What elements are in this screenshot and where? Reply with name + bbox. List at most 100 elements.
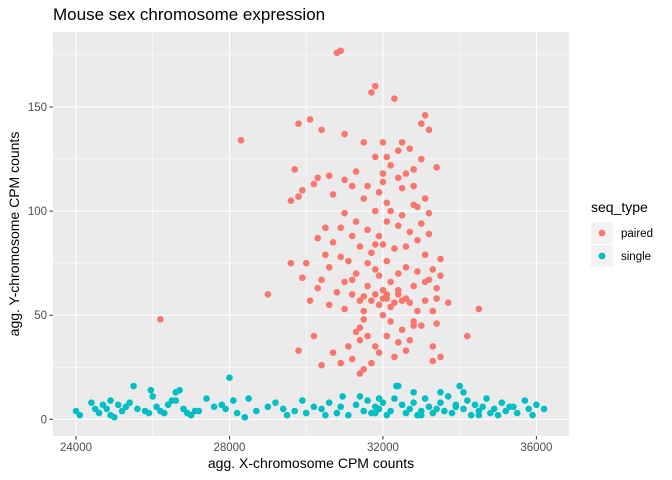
data-point-single bbox=[452, 401, 460, 409]
data-point-single bbox=[410, 399, 417, 406]
data-point-single bbox=[464, 397, 471, 404]
data-point-paired bbox=[302, 259, 310, 267]
data-point-single bbox=[325, 399, 333, 406]
data-point-paired bbox=[410, 201, 417, 209]
data-point-paired bbox=[364, 182, 371, 190]
data-point-paired bbox=[368, 297, 375, 304]
data-point-paired bbox=[387, 303, 394, 311]
data-point-paired bbox=[398, 184, 406, 192]
data-point-paired bbox=[406, 145, 414, 152]
data-point-single bbox=[103, 405, 111, 413]
data-point-paired bbox=[421, 297, 429, 304]
data-point-paired bbox=[383, 199, 391, 207]
data-point-paired bbox=[429, 357, 437, 365]
data-point-paired bbox=[394, 338, 402, 346]
data-point-single bbox=[72, 407, 80, 415]
data-point-paired bbox=[329, 191, 337, 198]
data-point-single bbox=[233, 409, 241, 417]
data-point-paired bbox=[410, 182, 417, 190]
data-point-paired bbox=[410, 282, 417, 290]
data-point-paired bbox=[360, 139, 368, 146]
data-point-single bbox=[502, 407, 509, 415]
data-point-paired bbox=[306, 297, 314, 304]
data-point-single bbox=[160, 409, 168, 417]
data-point-paired bbox=[337, 224, 345, 232]
data-point-paired bbox=[333, 289, 341, 296]
data-point-paired bbox=[414, 268, 421, 275]
data-point-single bbox=[393, 382, 400, 390]
data-point-single bbox=[91, 405, 99, 413]
data-point-single bbox=[391, 395, 398, 402]
data-point-paired bbox=[375, 232, 383, 240]
data-point-paired bbox=[371, 82, 379, 90]
data-point-paired bbox=[410, 166, 417, 173]
data-point-single bbox=[99, 401, 107, 409]
data-point-single bbox=[339, 393, 346, 400]
data-point-paired bbox=[375, 301, 383, 309]
data-point-paired bbox=[437, 272, 444, 279]
data-point-single bbox=[398, 401, 406, 409]
data-point-paired bbox=[429, 307, 437, 315]
data-point-paired bbox=[425, 126, 433, 134]
data-point-single bbox=[383, 411, 391, 419]
data-point-single bbox=[356, 393, 364, 400]
data-point-paired bbox=[402, 243, 410, 250]
data-point-paired bbox=[341, 176, 348, 184]
data-point-paired bbox=[341, 278, 348, 286]
data-point-paired bbox=[348, 276, 356, 284]
data-point-single bbox=[291, 407, 298, 415]
data-point-single bbox=[364, 397, 371, 404]
data-point-single bbox=[122, 403, 130, 411]
data-point-single bbox=[203, 395, 210, 402]
data-point-paired bbox=[414, 307, 421, 315]
data-point-single bbox=[467, 411, 475, 419]
data-point-paired bbox=[322, 251, 329, 259]
data-point-paired bbox=[383, 291, 391, 298]
data-point-paired bbox=[394, 291, 402, 298]
data-point-paired bbox=[310, 180, 318, 188]
data-point-paired bbox=[379, 178, 387, 186]
data-point-paired bbox=[291, 166, 298, 173]
data-point-paired bbox=[368, 249, 375, 257]
data-point-paired bbox=[337, 359, 345, 367]
data-point-single bbox=[322, 411, 329, 419]
data-point-paired bbox=[375, 272, 383, 279]
data-point-paired bbox=[391, 299, 398, 307]
data-point-paired bbox=[398, 326, 406, 334]
data-point-paired bbox=[299, 274, 306, 282]
data-point-single bbox=[226, 374, 233, 381]
data-point-paired bbox=[375, 189, 383, 196]
legend-label-single: single bbox=[621, 251, 651, 263]
x-tick-label: 24000 bbox=[60, 442, 92, 454]
data-point-paired bbox=[322, 224, 329, 232]
data-point-single bbox=[302, 409, 310, 417]
data-point-paired bbox=[417, 120, 425, 127]
data-point-paired bbox=[398, 211, 406, 219]
data-point-single bbox=[487, 409, 494, 417]
data-point-paired bbox=[360, 293, 368, 300]
data-point-single bbox=[111, 413, 118, 421]
data-point-single bbox=[88, 399, 95, 406]
data-point-paired bbox=[348, 355, 356, 363]
data-point-single bbox=[521, 397, 529, 404]
data-point-paired bbox=[391, 95, 398, 102]
data-point-paired bbox=[425, 230, 433, 238]
data-point-paired bbox=[421, 251, 429, 259]
data-point-paired bbox=[406, 336, 414, 344]
y-axis: 0 50 100 150 bbox=[28, 102, 53, 426]
data-point-paired bbox=[379, 139, 387, 146]
data-point-paired bbox=[337, 47, 345, 55]
data-point-paired bbox=[414, 236, 421, 244]
data-point-paired bbox=[345, 257, 352, 265]
data-point-paired bbox=[360, 366, 368, 373]
data-point-paired bbox=[429, 343, 437, 350]
data-point-paired bbox=[387, 278, 394, 286]
data-point-paired bbox=[364, 282, 371, 290]
data-point-paired bbox=[433, 320, 440, 327]
data-point-paired bbox=[425, 209, 433, 217]
data-point-single bbox=[134, 405, 141, 413]
data-point-paired bbox=[295, 347, 302, 354]
data-point-paired bbox=[379, 241, 387, 248]
y-tick-label: 50 bbox=[34, 310, 47, 322]
data-point-paired bbox=[237, 136, 245, 144]
